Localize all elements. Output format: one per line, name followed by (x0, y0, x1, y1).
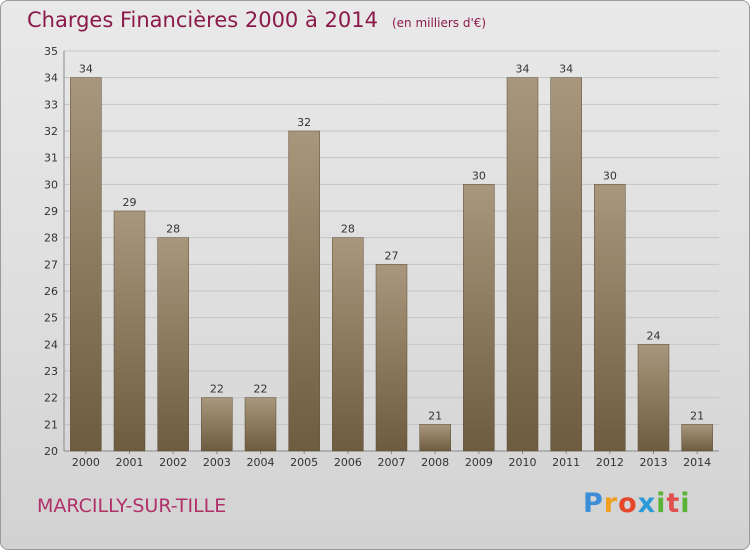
bar-2006 (332, 237, 364, 452)
y-tick-label: 20 (44, 445, 58, 458)
x-tick-label-2000: 2000 (72, 456, 100, 469)
y-tick-label: 28 (44, 232, 58, 245)
bar-2010 (506, 77, 539, 452)
x-tick-label-2004: 2004 (247, 456, 275, 469)
y-tick-label: 33 (44, 98, 58, 111)
x-tick-label-2003: 2003 (203, 456, 231, 469)
bar-2005 (288, 130, 320, 452)
bar-2001 (113, 210, 146, 452)
bar-2011 (550, 77, 582, 452)
x-tick-label-2011: 2011 (552, 456, 580, 469)
value-label-2008: 21 (428, 409, 442, 422)
bar-2008 (419, 424, 451, 452)
y-tick-label: 21 (44, 418, 58, 431)
x-tick-label-2013: 2013 (640, 456, 668, 469)
value-label-2014: 21 (690, 409, 704, 422)
value-label-2002: 28 (166, 223, 180, 236)
x-tick-label-2010: 2010 (509, 456, 537, 469)
bar-2003 (201, 397, 233, 452)
value-label-2009: 30 (472, 169, 486, 182)
value-label-2001: 29 (123, 196, 137, 209)
bar-2014 (681, 424, 713, 452)
bar-2013 (637, 344, 670, 452)
proxiti-logo: Proxiti (583, 488, 691, 519)
chart-title-text: Charges Financières 2000 à 2014 (27, 8, 378, 32)
y-tick-label: 35 (44, 45, 58, 58)
value-label-2006: 28 (341, 223, 355, 236)
y-tick-label: 27 (44, 258, 58, 271)
y-tick-label: 23 (44, 365, 58, 378)
x-tick-label-2002: 2002 (159, 456, 187, 469)
x-tick-label-2006: 2006 (334, 456, 362, 469)
y-tick-label: 32 (44, 125, 58, 138)
commune-name: MARCILLY-SUR-TILLE (37, 495, 227, 517)
y-tick-label: 22 (44, 392, 58, 405)
value-label-2013: 24 (647, 329, 661, 342)
x-tick-label-2005: 2005 (290, 456, 318, 469)
y-tick-label: 30 (44, 178, 58, 191)
value-label-2011: 34 (559, 63, 573, 76)
x-tick-label-2008: 2008 (421, 456, 449, 469)
y-tick-label: 34 (44, 72, 58, 85)
value-label-2000: 34 (79, 63, 93, 76)
y-tick-label: 26 (44, 285, 58, 298)
y-tick-label: 31 (44, 152, 58, 165)
value-label-2007: 27 (385, 249, 399, 262)
y-tick-label: 29 (44, 205, 58, 218)
value-label-2012: 30 (603, 169, 617, 182)
value-label-2003: 22 (210, 383, 224, 396)
y-tick-label: 24 (44, 338, 58, 351)
bar-2007 (375, 264, 408, 452)
value-label-2005: 32 (297, 116, 311, 129)
chart-subtitle: (en milliers d'€) (391, 16, 487, 30)
x-tick-label-2009: 2009 (465, 456, 493, 469)
x-tick-label-2014: 2014 (683, 456, 711, 469)
bar-2012 (594, 184, 626, 452)
bar-2000 (70, 77, 102, 452)
chart-title: Charges Financières 2000 à 2014 (en milli… (27, 8, 486, 32)
bar-2004 (244, 397, 277, 452)
x-tick-label-2001: 2001 (116, 456, 144, 469)
value-label-2004: 22 (254, 383, 268, 396)
value-label-2010: 34 (516, 63, 530, 76)
bar-2002 (157, 237, 189, 452)
bar-2009 (463, 184, 495, 452)
x-tick-label-2007: 2007 (378, 456, 406, 469)
x-tick-label-2012: 2012 (596, 456, 624, 469)
y-tick-label: 25 (44, 312, 58, 325)
